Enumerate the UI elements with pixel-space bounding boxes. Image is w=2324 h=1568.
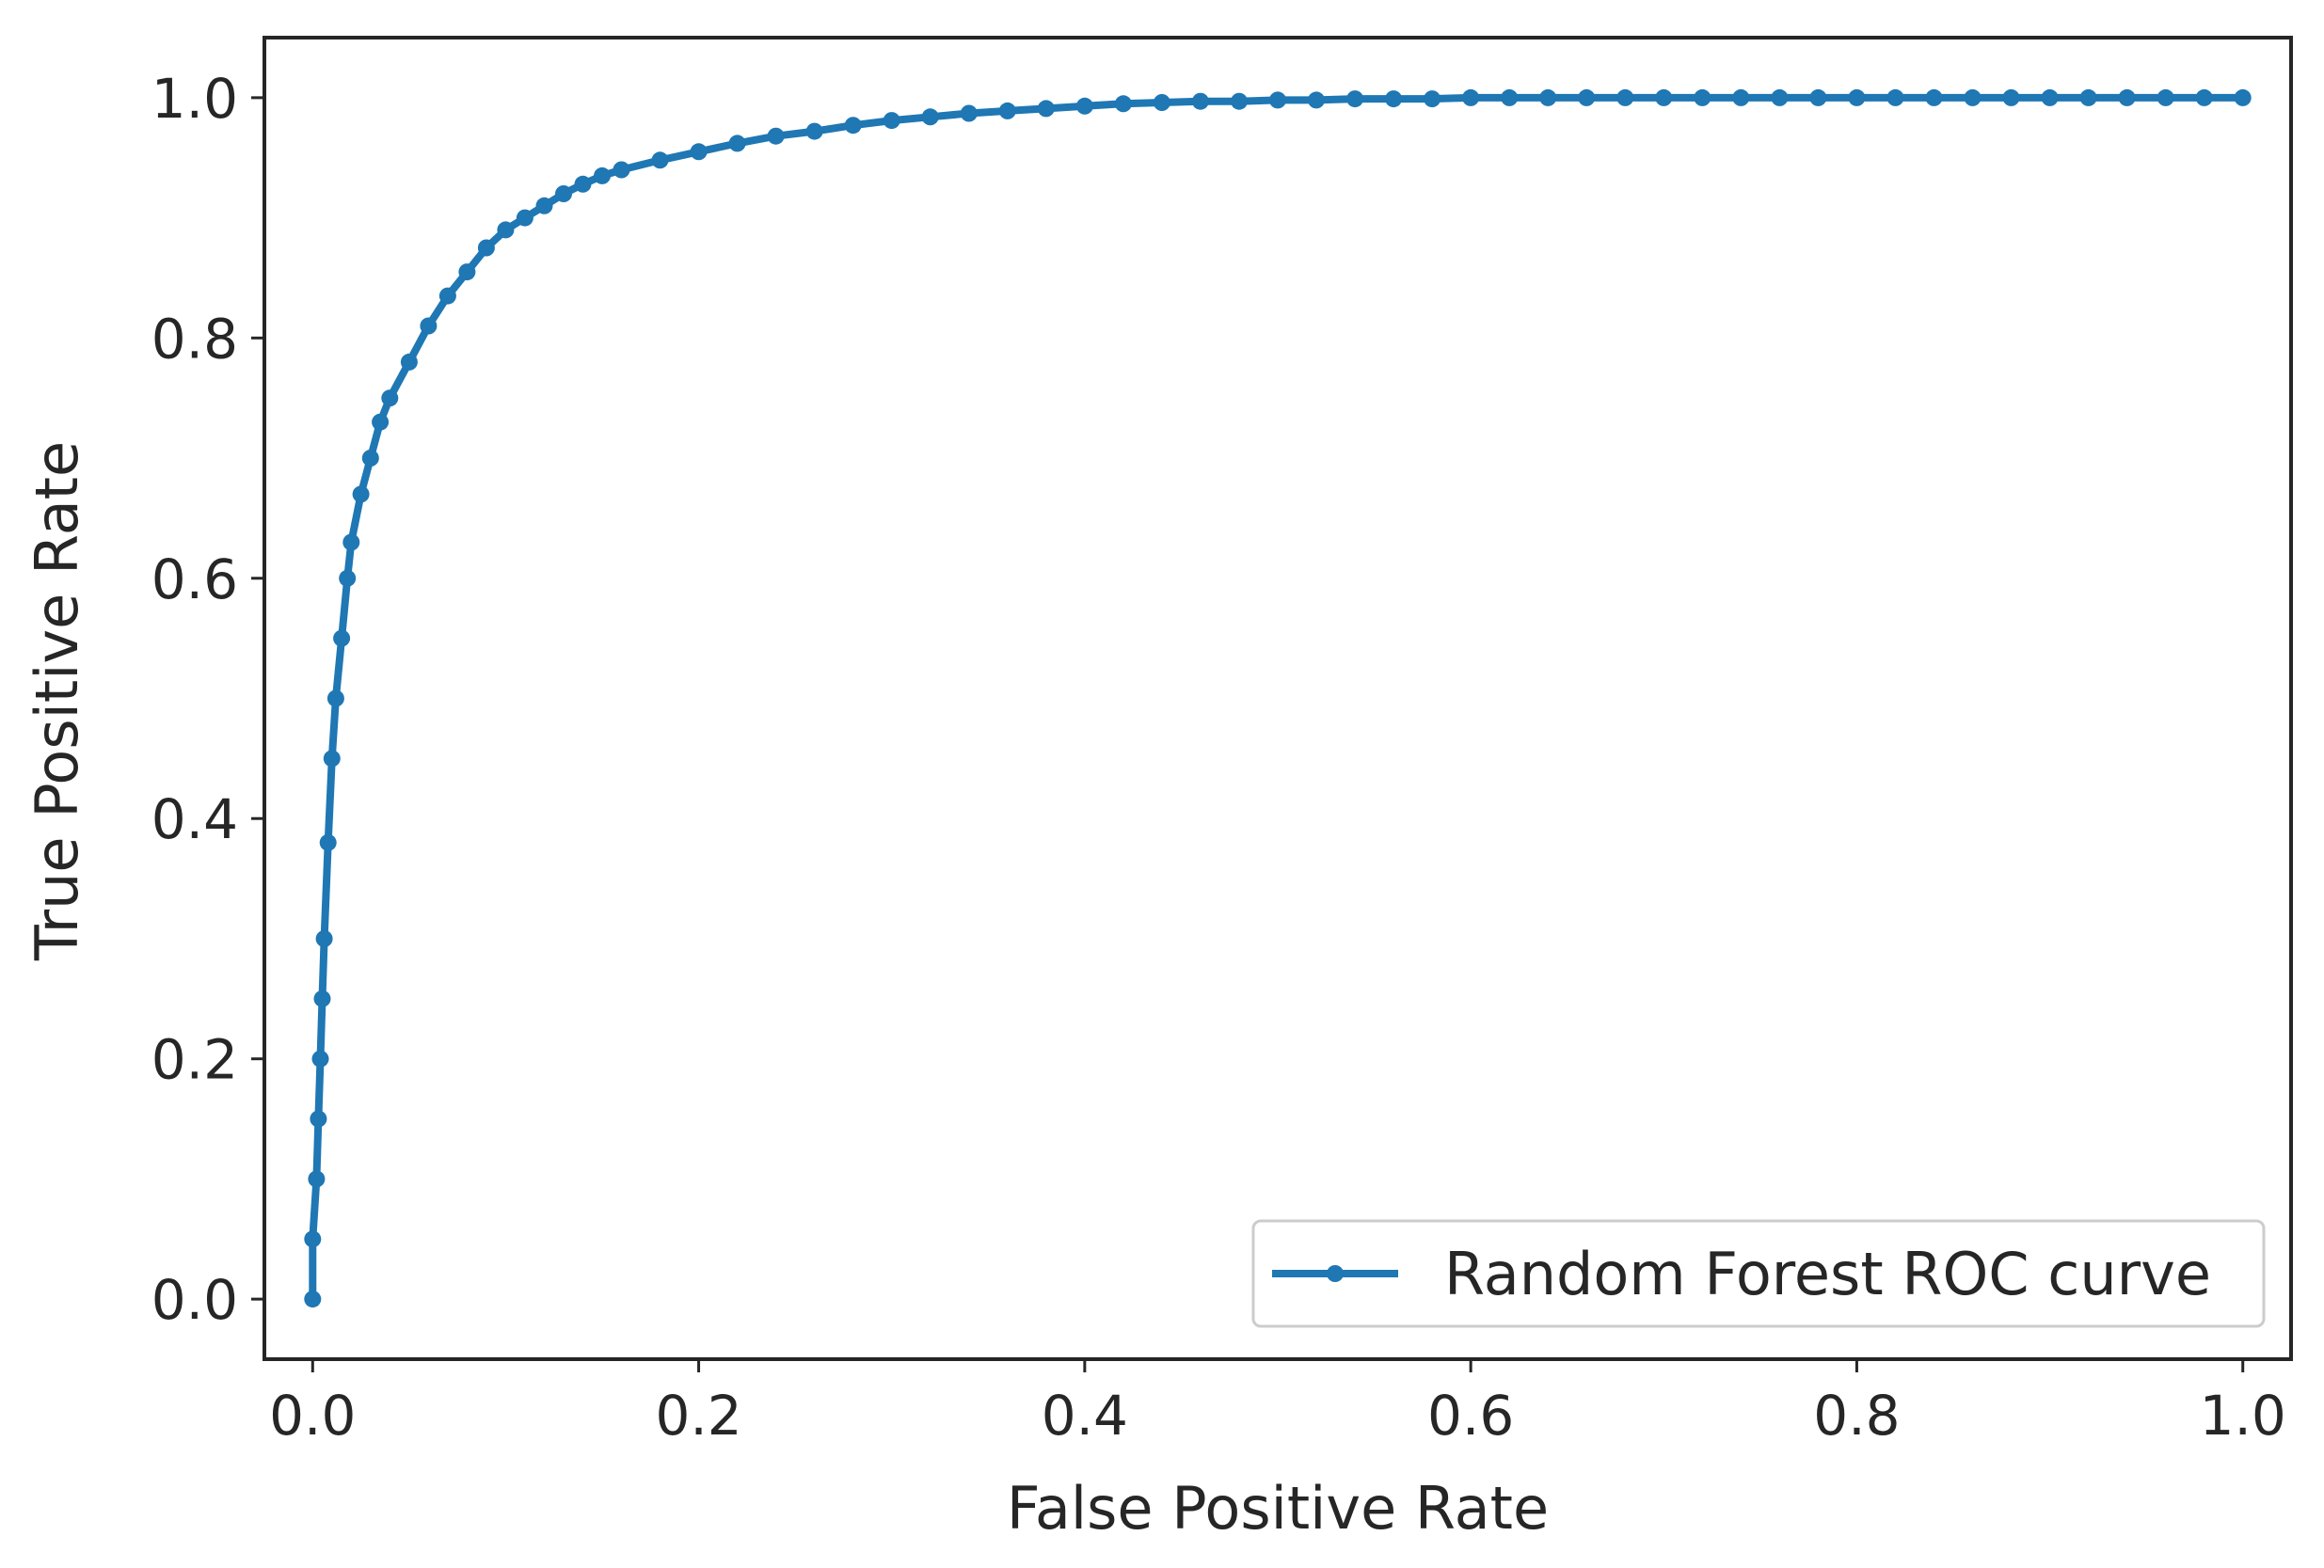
- roc-curve-point: [1809, 88, 1827, 106]
- plot-frame: [263, 36, 2293, 1361]
- roc-curve-line: [309, 93, 2247, 1304]
- roc-curve-point: [1269, 91, 1286, 109]
- y-tick-label: 1.0: [151, 67, 238, 131]
- roc-curve-point: [2195, 88, 2213, 106]
- roc-curve-point: [315, 930, 333, 947]
- y-tick-label: 0.4: [151, 787, 238, 851]
- roc-curve-point: [304, 1291, 322, 1308]
- roc-curve-point: [1732, 88, 1750, 106]
- roc-curve-point: [326, 689, 344, 707]
- roc-curve-point: [1616, 88, 1634, 106]
- roc-curve-point: [1501, 88, 1519, 106]
- roc-curve-point: [2118, 88, 2136, 106]
- roc-curve-point: [458, 263, 476, 281]
- roc-curve-point: [921, 108, 939, 126]
- roc-curve-point: [1385, 90, 1403, 108]
- roc-curve-point: [574, 175, 592, 193]
- roc-curve-point: [613, 161, 630, 179]
- roc-curve-point: [361, 450, 379, 467]
- roc-curve-point: [1964, 88, 1982, 106]
- legend-point-marker: [1327, 1265, 1344, 1282]
- roc-curve-point: [477, 239, 495, 257]
- roc-curve-point: [594, 166, 611, 184]
- roc-curve-point: [1578, 88, 1596, 106]
- roc-curve-point: [339, 569, 357, 587]
- roc-curve-point: [1925, 88, 1943, 106]
- roc-curve-point: [313, 990, 331, 1007]
- roc-curve-point: [438, 287, 456, 305]
- legend-label: Random Forest ROC curve: [1444, 1240, 2211, 1308]
- roc-curve-point: [805, 122, 823, 140]
- roc-curve-point: [333, 629, 351, 647]
- roc-curve-point: [381, 389, 399, 407]
- roc-curve-point: [1191, 92, 1209, 110]
- roc-curve-point: [535, 197, 553, 214]
- roc-curve-point: [308, 1170, 326, 1188]
- y-tick-label: 0.0: [151, 1268, 238, 1332]
- roc-curve-point: [1539, 88, 1557, 106]
- x-tick-label: 0.4: [1042, 1384, 1128, 1448]
- roc-curve-point: [1462, 88, 1480, 106]
- roc-curve-point: [352, 485, 370, 503]
- roc-curve-point: [1114, 95, 1132, 113]
- roc-curve-point: [2079, 88, 2097, 106]
- x-tick-label: 0.8: [1813, 1384, 1900, 1448]
- roc-curve-point: [323, 750, 341, 768]
- y-axis-ticks: 0.0 0.2 0.4 0.6 0.8 1.0: [151, 67, 264, 1332]
- roc-curve-point: [1694, 88, 1711, 106]
- roc-curve-point: [311, 1050, 329, 1068]
- plot-area: [304, 88, 2252, 1308]
- roc-curve-point: [1346, 90, 1364, 108]
- roc-curve-point: [1848, 88, 1866, 106]
- roc-curve-point: [342, 533, 360, 551]
- x-axis-ticks: 0.0 0.2 0.4 0.6 0.8 1.0: [269, 1359, 2286, 1448]
- roc-curve-point: [2234, 88, 2252, 106]
- roc-curve-point: [1037, 100, 1055, 118]
- roc-curve-point: [319, 833, 337, 851]
- roc-curve-point: [690, 143, 708, 161]
- roc-curve-point: [844, 117, 862, 135]
- x-axis-title: False Positive Rate: [1007, 1474, 1549, 1543]
- x-tick-label: 0.6: [1427, 1384, 1514, 1448]
- roc-curve-point: [1886, 88, 1904, 106]
- roc-curve-point: [1771, 88, 1789, 106]
- legend-box: [1251, 1219, 2266, 1328]
- y-tick-label: 0.8: [151, 307, 238, 371]
- roc-curve-point: [2041, 88, 2059, 106]
- roc-curve-point: [497, 221, 515, 239]
- roc-curve-point: [960, 104, 978, 122]
- x-tick-label: 0.0: [269, 1384, 356, 1448]
- roc-curve-point: [728, 135, 746, 152]
- y-axis-title: True Positive Rate: [23, 441, 91, 961]
- roc-curve-point: [2157, 88, 2174, 106]
- roc-curve-point: [420, 317, 438, 335]
- roc-curve-point: [1308, 91, 1325, 109]
- roc-curve-point: [998, 102, 1016, 119]
- roc-curve-point: [1153, 94, 1170, 111]
- roc-curve-point: [1231, 92, 1248, 110]
- roc-curve-point: [883, 112, 900, 130]
- legend: Random Forest ROC curve: [1251, 1219, 2266, 1328]
- roc-curve-point: [2002, 88, 2020, 106]
- roc-curve-point: [1424, 90, 1441, 108]
- roc-curve-point: [516, 209, 533, 227]
- roc-curve-point: [304, 1230, 322, 1248]
- x-tick-label: 0.2: [655, 1384, 741, 1448]
- roc-curve-point: [400, 353, 418, 371]
- roc-curve-point: [310, 1110, 327, 1128]
- x-tick-label: 1.0: [2200, 1384, 2286, 1448]
- roc-curve-point: [767, 127, 785, 145]
- roc-curve-point: [372, 413, 390, 431]
- roc-curve-point: [555, 185, 572, 202]
- roc-curve-point: [1655, 88, 1673, 106]
- roc-curve-point: [1075, 97, 1093, 115]
- y-tick-label: 0.6: [151, 547, 238, 611]
- y-tick-label: 0.2: [151, 1028, 238, 1092]
- roc-curve-point: [651, 151, 669, 169]
